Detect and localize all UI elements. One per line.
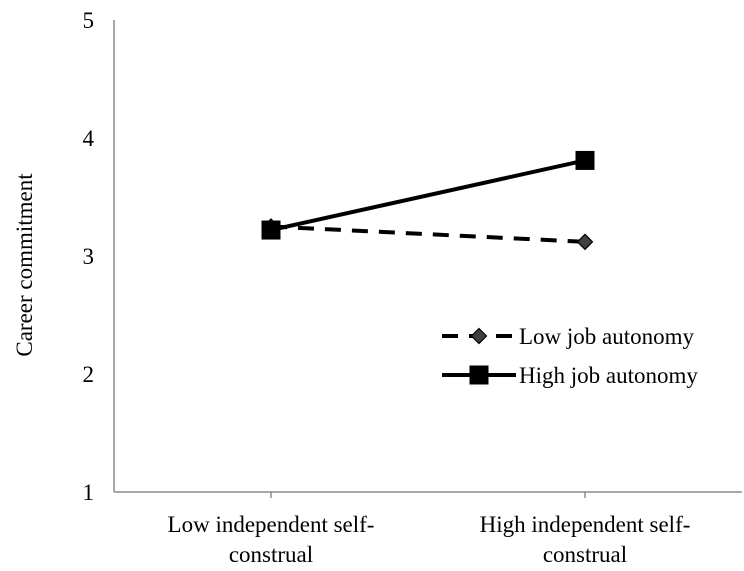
legend-swatch-marker-2 [469, 365, 489, 385]
legend-label-1: Low job autonomy [519, 324, 695, 349]
legend: Low job autonomy High job autonomy [442, 324, 698, 388]
y-tick-label-3: 3 [83, 244, 95, 269]
data-point-2-2 [575, 150, 595, 170]
x-tick-label-2: High independent self-construal [480, 512, 691, 567]
y-tick-labels: 1 2 3 4 5 [83, 8, 95, 505]
legend-swatch-marker-1 [470, 327, 488, 345]
legend-label-2: High job autonomy [519, 363, 698, 388]
series-line-2 [270, 158, 586, 232]
series-layer [261, 150, 595, 251]
data-point-1-2 [576, 233, 594, 251]
data-point-2-1 [261, 220, 281, 240]
series-1 [262, 218, 594, 251]
series-line-1 [270, 224, 586, 244]
x-tick-labels: Low independent self-construal High indep… [168, 492, 691, 567]
series-2 [261, 150, 595, 240]
y-tick-label-2: 2 [83, 362, 95, 387]
legend-item-1: Low job autonomy [442, 324, 695, 349]
y-tick-label-5: 5 [83, 8, 95, 33]
y-axis-label: Career commitment [12, 173, 37, 357]
y-tick-label-1: 1 [83, 480, 95, 505]
x-tick-label-1: Low independent self-construal [168, 512, 375, 567]
legend-item-2: High job autonomy [442, 363, 698, 388]
y-tick-label-4: 4 [83, 126, 95, 151]
